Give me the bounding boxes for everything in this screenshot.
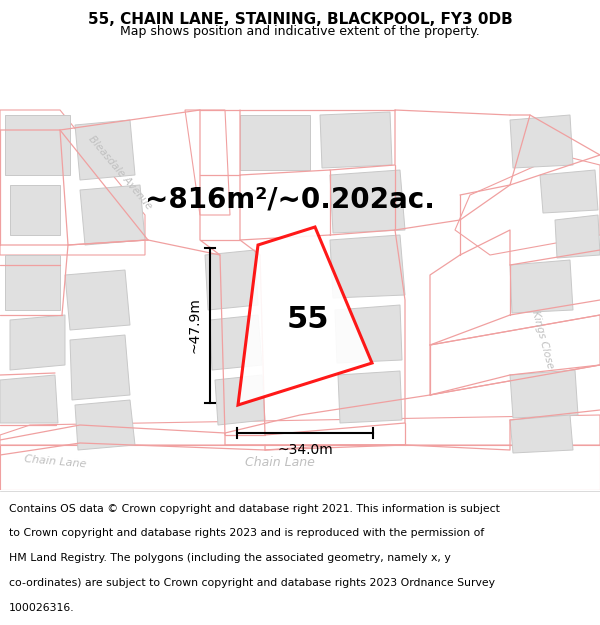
Text: to Crown copyright and database rights 2023 and is reproduced with the permissio: to Crown copyright and database rights 2… xyxy=(9,529,484,539)
Text: HM Land Registry. The polygons (including the associated geometry, namely x, y: HM Land Registry. The polygons (includin… xyxy=(9,554,451,564)
Text: Map shows position and indicative extent of the property.: Map shows position and indicative extent… xyxy=(120,26,480,39)
Text: ~816m²/~0.202ac.: ~816m²/~0.202ac. xyxy=(145,186,435,214)
Polygon shape xyxy=(215,375,265,425)
Text: Chain Lane: Chain Lane xyxy=(23,454,86,470)
Polygon shape xyxy=(0,415,600,445)
Polygon shape xyxy=(320,112,392,168)
Text: ~34.0m: ~34.0m xyxy=(277,443,333,457)
Polygon shape xyxy=(510,370,578,418)
Text: Chain Lane: Chain Lane xyxy=(245,456,315,469)
Text: Bleasdale Avenue: Bleasdale Avenue xyxy=(86,134,154,212)
Polygon shape xyxy=(338,371,402,423)
Text: Kings Close: Kings Close xyxy=(530,310,556,370)
Polygon shape xyxy=(240,115,310,170)
Polygon shape xyxy=(0,445,600,490)
Polygon shape xyxy=(0,375,58,423)
Polygon shape xyxy=(330,235,405,298)
Text: ~47.9m: ~47.9m xyxy=(188,298,202,354)
Polygon shape xyxy=(540,170,598,213)
Polygon shape xyxy=(330,170,405,233)
Text: Contains OS data © Crown copyright and database right 2021. This information is : Contains OS data © Crown copyright and d… xyxy=(9,504,500,514)
Polygon shape xyxy=(510,260,573,313)
Text: co-ordinates) are subject to Crown copyright and database rights 2023 Ordnance S: co-ordinates) are subject to Crown copyr… xyxy=(9,578,495,588)
Polygon shape xyxy=(5,115,70,175)
Polygon shape xyxy=(510,415,573,453)
Text: 55, CHAIN LANE, STAINING, BLACKPOOL, FY3 0DB: 55, CHAIN LANE, STAINING, BLACKPOOL, FY3… xyxy=(88,12,512,27)
Polygon shape xyxy=(205,250,258,310)
Polygon shape xyxy=(430,315,600,395)
Text: 55: 55 xyxy=(287,306,329,334)
Polygon shape xyxy=(555,215,600,258)
Polygon shape xyxy=(210,315,262,370)
Polygon shape xyxy=(0,110,145,255)
Polygon shape xyxy=(75,400,135,450)
Polygon shape xyxy=(70,335,130,400)
Polygon shape xyxy=(335,305,402,363)
Polygon shape xyxy=(510,115,573,168)
Polygon shape xyxy=(65,270,130,330)
Polygon shape xyxy=(5,255,60,310)
Polygon shape xyxy=(455,155,600,255)
Polygon shape xyxy=(80,185,145,245)
Polygon shape xyxy=(75,120,135,180)
Polygon shape xyxy=(185,110,230,215)
Polygon shape xyxy=(238,227,372,405)
Text: 100026316.: 100026316. xyxy=(9,603,74,613)
Polygon shape xyxy=(10,185,60,235)
Polygon shape xyxy=(10,315,65,370)
